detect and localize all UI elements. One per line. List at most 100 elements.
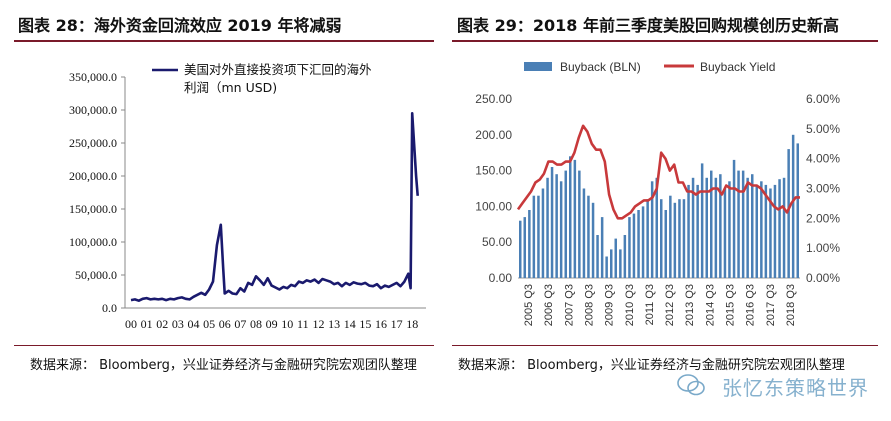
- right-bar: [628, 217, 631, 278]
- right-bar: [669, 195, 672, 278]
- right-bar: [691, 177, 695, 278]
- right-bar: [541, 188, 545, 278]
- right-x-tick-label: 2018 Q3: [785, 284, 797, 326]
- right-x-tick-label: 2014 Q3: [704, 284, 716, 326]
- left-y-tick-label: 350,000.0: [69, 70, 117, 84]
- left-legend-label-line1: 美国对外直接投资项下汇回的海外: [184, 62, 372, 77]
- left-x-tick-label: 05: [203, 317, 215, 331]
- right-x-tick-label: 2006 Q3: [543, 284, 555, 326]
- right-bar: [528, 210, 531, 278]
- right-bar: [591, 202, 595, 278]
- watermark-text: 张忆东策略世界: [722, 376, 869, 400]
- right-bar: [605, 256, 608, 278]
- left-x-tick-label: 11: [297, 317, 309, 331]
- right-bar: [732, 159, 736, 278]
- right-bar: [751, 174, 754, 278]
- right-y-right-tick-label: 4.00%: [806, 152, 840, 166]
- right-bar: [632, 213, 636, 278]
- right-x-tick-label: 2015 Q3: [725, 284, 737, 326]
- left-x-tick-label: 15: [359, 317, 371, 331]
- right-x-tick-label: 2008 Q3: [584, 284, 596, 326]
- right-bar: [564, 170, 567, 278]
- right-bar: [655, 177, 658, 278]
- left-y-tick-label: 50,000.0: [75, 268, 117, 282]
- right-x-tick-label: 2016 Q3: [745, 284, 757, 326]
- left-y-tick-label: 200,000.0: [69, 169, 117, 183]
- left-source-note: 数据来源： Bloomberg，兴业证券经济与金融研究院宏观团队整理: [30, 358, 417, 373]
- right-bar: [587, 195, 590, 278]
- right-x-tick-label: 2013 Q3: [684, 284, 696, 326]
- left-title-rule: [14, 40, 434, 42]
- right-bar: [782, 177, 786, 278]
- right-y-left-tick-label: 150.00: [475, 164, 512, 178]
- wechat-icon: [677, 374, 705, 396]
- right-bar: [787, 149, 790, 278]
- right-bar: [619, 249, 622, 278]
- right-y-right-tick-label: 0.00%: [806, 271, 840, 285]
- right-bar: [537, 195, 540, 278]
- left-x-tick-label: 09: [266, 317, 278, 331]
- right-y-right-tick-label: 3.00%: [806, 182, 840, 196]
- right-bar: [682, 199, 686, 278]
- right-bar: [741, 170, 745, 278]
- right-bar: [760, 181, 763, 278]
- right-bar: [673, 202, 677, 278]
- left-x-tick-label: 12: [312, 317, 324, 331]
- left-y-tick-label: 300,000.0: [69, 103, 117, 117]
- right-y-right-tick-label: 6.00%: [806, 92, 840, 106]
- right-bar: [641, 206, 645, 278]
- left-chart-title: 图表 28：海外资金回流效应 2019 年将减弱: [18, 16, 342, 35]
- right-bar: [519, 220, 522, 278]
- right-bar: [610, 249, 613, 278]
- left-x-tick-label: 14: [344, 317, 356, 331]
- right-bar: [791, 134, 795, 278]
- right-bar: [728, 181, 731, 278]
- right-bar: [773, 184, 777, 278]
- left-x-tick-label: 18: [406, 317, 418, 331]
- right-y-left-tick-label: 50.00: [482, 235, 512, 249]
- right-y-right-tick-label: 2.00%: [806, 211, 840, 225]
- right-y-right-tick-label: 5.00%: [806, 122, 840, 136]
- left-x-tick-label: 08: [250, 317, 262, 331]
- left-x-tick-label: 07: [234, 317, 246, 331]
- right-bar: [637, 210, 640, 278]
- right-legend-bar-swatch: [524, 62, 552, 71]
- left-x-tick-label: 01: [141, 317, 153, 331]
- left-x-tick-label: 17: [391, 317, 403, 331]
- right-x-tick-label: 2010 Q3: [624, 284, 636, 326]
- left-x-tick-label: 02: [156, 317, 168, 331]
- left-x-tick-label: 03: [172, 317, 184, 331]
- left-y-tick-label: 250,000.0: [69, 136, 117, 150]
- right-x-tick-label: 2005 Q3: [523, 284, 535, 326]
- right-y-left-tick-label: 0.00: [489, 271, 513, 285]
- right-chart-title: 图表 29：2018 年前三季度美股回购规模创历史新高: [457, 16, 839, 35]
- right-bar: [623, 235, 627, 278]
- left-series-line: [130, 112, 419, 302]
- right-bar: [737, 170, 740, 278]
- right-yield-line: [516, 124, 800, 220]
- right-bar: [769, 188, 772, 278]
- right-bar: [573, 159, 577, 278]
- right-bar: [764, 184, 768, 278]
- left-x-tick-label: 00: [125, 317, 137, 331]
- right-bar: [664, 210, 667, 278]
- right-bar: [723, 188, 727, 278]
- left-y-tick-label: 100,000.0: [69, 235, 117, 249]
- left-legend-label-line2: 利润（mn USD): [184, 80, 277, 95]
- right-legend-line-label: Buyback Yield: [700, 60, 775, 74]
- right-bar: [705, 177, 708, 278]
- right-title-rule: [452, 40, 878, 42]
- right-x-tick-label: 2017 Q3: [765, 284, 777, 326]
- left-bottom-rule: [14, 345, 434, 346]
- right-bar: [719, 174, 722, 278]
- right-bar: [660, 199, 663, 278]
- left-x-tick-label: 16: [375, 317, 387, 331]
- right-y-left-tick-label: 200.00: [475, 128, 512, 142]
- right-bar: [778, 179, 781, 278]
- right-bar: [569, 156, 572, 278]
- right-bar: [646, 199, 649, 278]
- left-x-tick-label: 06: [219, 317, 231, 331]
- right-bar: [600, 217, 604, 278]
